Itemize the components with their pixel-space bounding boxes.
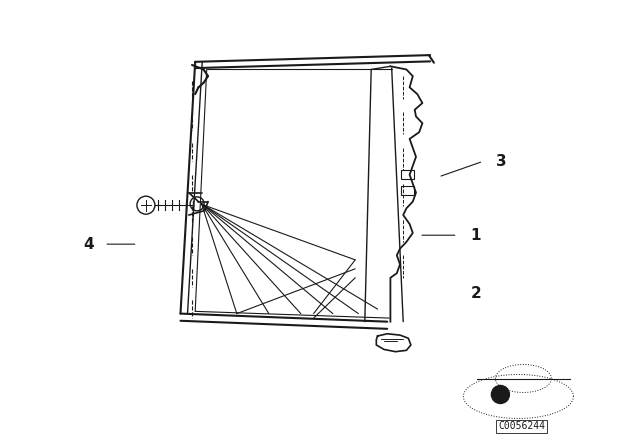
Text: 3: 3 bbox=[496, 154, 507, 169]
Text: 4: 4 bbox=[83, 237, 94, 252]
Text: 1: 1 bbox=[470, 228, 481, 243]
Circle shape bbox=[492, 385, 509, 404]
Text: C0056244: C0056244 bbox=[498, 422, 545, 431]
Text: 2: 2 bbox=[470, 286, 481, 301]
